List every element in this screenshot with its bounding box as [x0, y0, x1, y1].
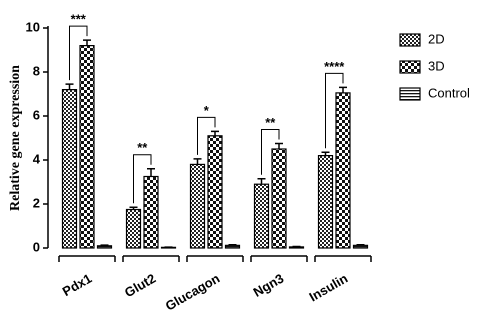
legend-label: 2D	[428, 31, 445, 46]
bar	[96, 245, 113, 249]
legend-swatch	[399, 87, 421, 101]
significance-bracket	[197, 116, 216, 155]
error-bar	[100, 244, 109, 246]
bar	[189, 163, 206, 249]
significance-label: *	[204, 103, 210, 118]
error-bar	[356, 243, 365, 246]
x-tick-label: Glut2	[122, 271, 158, 301]
x-tick-label: Glucagon	[163, 271, 222, 314]
bar	[271, 148, 287, 249]
y-tick-label: 8	[33, 63, 40, 78]
significance-bracket	[133, 154, 152, 204]
bar	[125, 208, 142, 249]
bar	[352, 244, 369, 249]
significance-bracket	[69, 25, 88, 81]
legend-swatch	[399, 33, 421, 47]
error-bar	[275, 142, 283, 149]
y-tick-label: 6	[33, 107, 40, 122]
significance-label: **	[137, 140, 148, 155]
x-tick-label: Pdx1	[60, 271, 94, 300]
bar	[143, 175, 159, 249]
significance-bracket	[325, 72, 344, 149]
bar	[253, 183, 270, 249]
legend-swatch	[399, 60, 421, 74]
bar	[61, 88, 78, 249]
error-bar	[65, 83, 74, 90]
x-tick-label: Insulin	[306, 271, 350, 305]
significance-label: **	[265, 115, 276, 130]
y-tick-label: 2	[33, 195, 40, 210]
error-bar	[129, 206, 138, 210]
error-bar	[228, 243, 237, 246]
y-tick-label: 10	[26, 19, 40, 34]
bar	[335, 92, 351, 249]
legend-label: Control	[428, 85, 470, 100]
bar	[79, 44, 95, 249]
bar	[224, 244, 241, 249]
bar	[207, 135, 223, 249]
error-bar	[211, 130, 219, 136]
y-tick-label: 4	[33, 151, 41, 166]
y-axis-label: Relative gene expression	[8, 65, 23, 211]
x-tick-label: Ngn3	[251, 271, 287, 300]
significance-bracket	[261, 129, 280, 175]
error-bar	[83, 39, 91, 46]
error-bar	[147, 168, 155, 177]
bar	[317, 155, 334, 249]
legend-label: 3D	[428, 58, 445, 73]
error-bar	[321, 151, 330, 156]
error-bar	[339, 86, 347, 93]
significance-label: ****	[324, 59, 345, 74]
error-bar	[193, 158, 202, 165]
y-tick-label: 0	[33, 239, 40, 254]
error-bar	[257, 177, 266, 185]
significance-label: ***	[71, 12, 87, 27]
